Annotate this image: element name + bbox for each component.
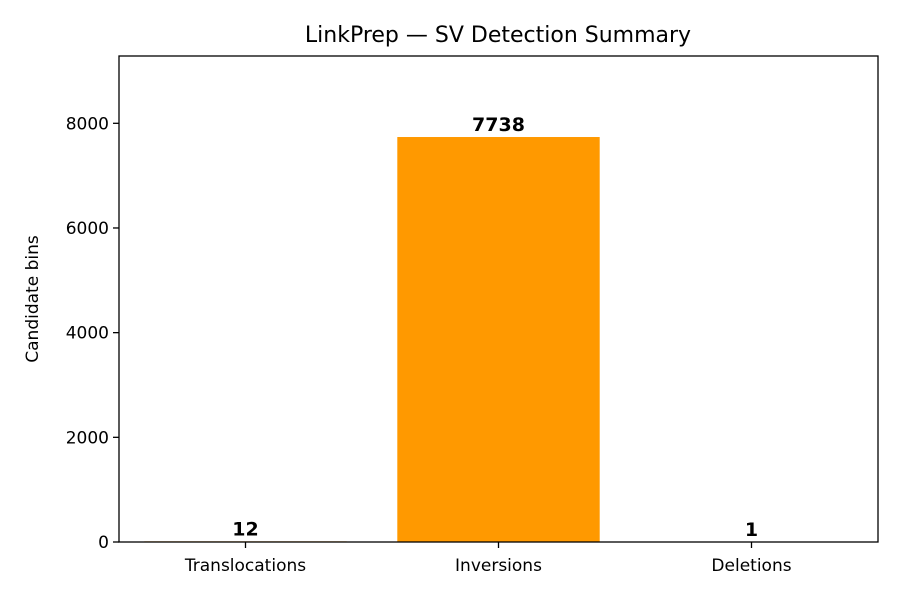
x-tick-label-inversions: Inversions (455, 556, 542, 576)
axes-frame (118, 55, 879, 543)
bar-inversions (397, 137, 600, 542)
x-tick-label-deletions: Deletions (711, 556, 791, 576)
chart-title: LinkPrep — SV Detection Summary (305, 23, 691, 48)
y-tick-label: 0 (98, 533, 109, 553)
y-tick-label: 8000 (66, 114, 109, 134)
x-tick-label-translocations: Translocations (184, 556, 306, 576)
y-tick-label: 4000 (66, 324, 109, 344)
y-tick-label: 2000 (66, 428, 109, 448)
data-label-inversions: 7738 (472, 114, 525, 136)
y-tick-label: 6000 (66, 219, 109, 239)
plot-area: 12 Translocations 7738 Inversions 1 Deletions… (66, 114, 853, 576)
data-label-translocations: 12 (232, 518, 258, 540)
y-axis-label: Candidate bins (23, 235, 43, 363)
data-label-deletions: 1 (745, 519, 758, 541)
